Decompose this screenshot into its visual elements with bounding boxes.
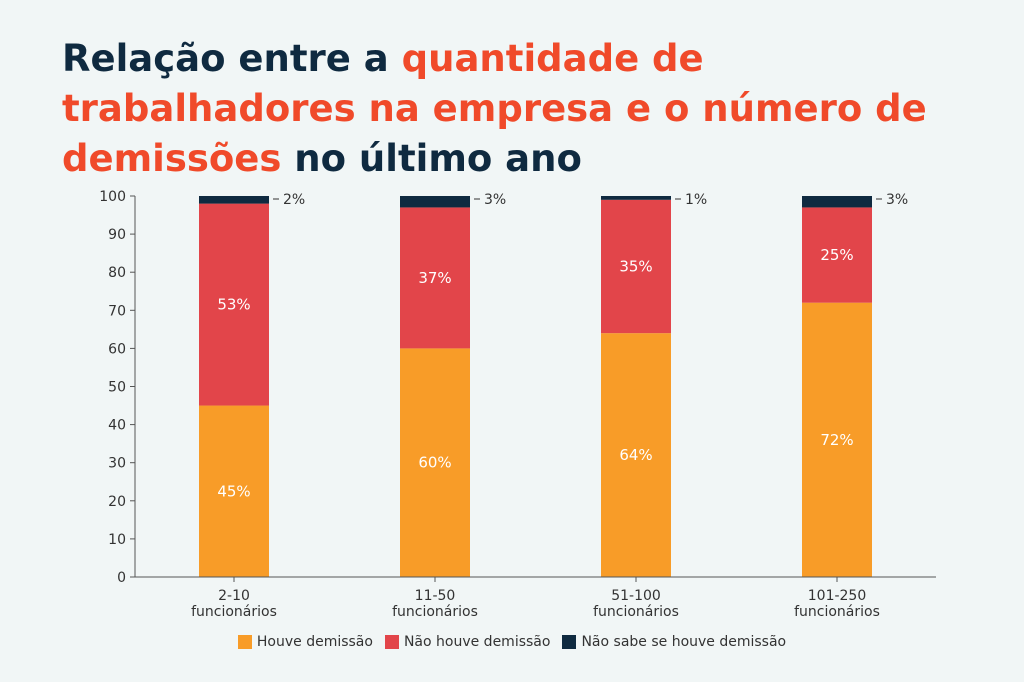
legend-item: Não sabe se houve demissão (562, 634, 786, 650)
bar-segment (199, 405, 269, 577)
data-label: 2% (283, 192, 305, 208)
legend-swatch (384, 635, 399, 649)
legend-label: Não sabe se houve demissão (581, 634, 787, 650)
legend-item: Não houve demissão (384, 634, 551, 650)
bar-segment (802, 207, 872, 303)
bar-stack: 64% 35% 1% (601, 192, 707, 577)
data-label: 25% (820, 246, 853, 264)
y-tick-label: 40 (108, 418, 126, 434)
data-label: 37% (418, 269, 451, 287)
bar-segment (199, 196, 269, 204)
data-label: 1% (685, 192, 707, 208)
y-tick-label: 100 (99, 189, 126, 205)
legend-label: Houve demissão (256, 634, 373, 650)
data-label: 72% (820, 431, 853, 449)
data-label: 53% (217, 296, 250, 314)
bar-segment (802, 196, 872, 208)
x-tick-label: 51-100 funcionários (593, 588, 679, 620)
data-label: 45% (217, 482, 250, 500)
y-tick-label: 50 (108, 380, 126, 396)
data-label: 35% (619, 257, 652, 275)
y-tick-label: 60 (108, 341, 126, 357)
x-tick-label: 11-50 funcionários (392, 588, 478, 620)
legend-swatch (562, 635, 577, 649)
data-label: 3% (484, 192, 506, 208)
bar-segment (802, 302, 872, 577)
y-tick-label: 10 (108, 532, 126, 548)
y-tick-label: 90 (108, 227, 126, 243)
bar-stack: 45% 53% 2% (199, 192, 305, 577)
x-tick-label: 2-10 funcionários (191, 588, 277, 620)
data-label: 64% (619, 446, 652, 464)
title-highlight: quantidade de trabalhadores na empresa e… (62, 37, 927, 180)
legend: Houve demissão Não houve demissão Não sabe… (0, 634, 1024, 650)
bar-segment (601, 196, 671, 200)
y-tick-label: 70 (108, 303, 126, 319)
x-axis: 2-10 funcionários 11-50 funcionários 51-100 f… (135, 576, 936, 620)
data-label: 60% (418, 454, 451, 472)
bar-stack: 72% 25% 3% (802, 192, 908, 577)
title-part-1: Relação entre a (62, 37, 402, 80)
bars: 45% 53% 2% 60% 37% 3% 64% 35% 1% 72% 25% 3% (199, 192, 908, 577)
legend-item: Houve demissão (237, 634, 373, 650)
bar-stack: 60% 37% 3% (400, 192, 506, 577)
title-part-2: no último ano (281, 137, 582, 180)
y-tick-label: 80 (108, 265, 126, 281)
bar-segment (400, 348, 470, 577)
y-tick-label: 0 (117, 570, 126, 586)
bar-segment (199, 203, 269, 406)
bar-segment (601, 199, 671, 334)
bar-segment (400, 207, 470, 349)
data-label: 3% (886, 192, 908, 208)
y-axis: 0 10 20 30 40 50 60 70 80 90 100 (99, 189, 136, 586)
bar-segment (400, 196, 470, 208)
chart-title: Relação entre a quantidade de trabalhado… (62, 34, 992, 184)
legend-label: Não houve demissão (403, 634, 551, 650)
y-tick-label: 30 (108, 456, 126, 472)
legend-swatch (237, 635, 252, 649)
bar-segment (601, 333, 671, 577)
x-tick-label: 101-250 funcionários (794, 588, 880, 620)
y-tick-label: 20 (108, 494, 126, 510)
